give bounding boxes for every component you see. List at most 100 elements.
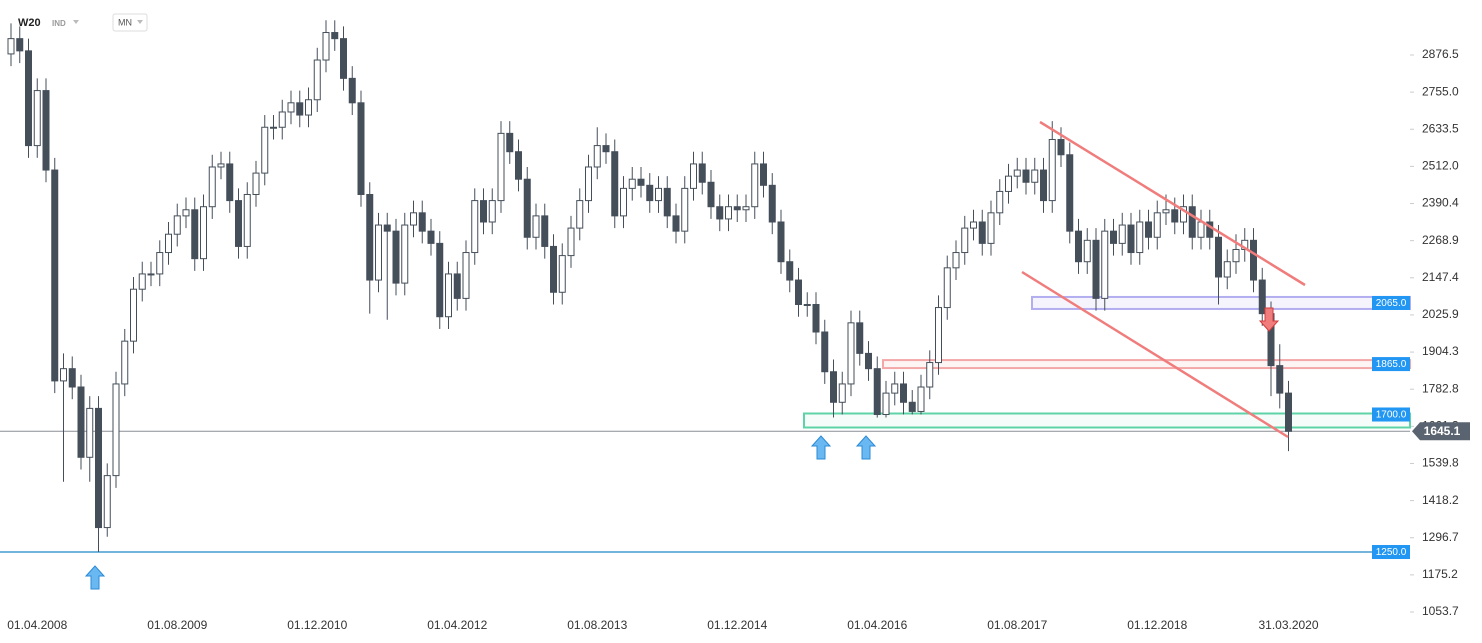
candle-body [1075, 230, 1082, 263]
candle-body [313, 59, 321, 101]
candle-body [348, 77, 356, 104]
candle-body [42, 90, 50, 171]
dropdown-icon[interactable] [73, 20, 79, 24]
candle-body [1101, 230, 1109, 299]
candle-body [515, 151, 522, 180]
level-label: 1250.0 [1376, 547, 1407, 558]
candle-body [488, 200, 496, 223]
candle-body [1118, 224, 1126, 244]
y-tick-label: 2268.9 [1422, 233, 1459, 247]
candle-body [637, 178, 645, 186]
candle-body [620, 187, 627, 217]
level-zone [803, 412, 1411, 429]
candle-body [1083, 239, 1091, 263]
candle-body [462, 252, 470, 299]
candle-body [523, 178, 531, 238]
candle-body [803, 303, 811, 306]
y-tick-label: 2025.9 [1422, 307, 1459, 321]
y-tick-label: 1539.8 [1422, 456, 1459, 470]
trend-line [1039, 120, 1306, 287]
candle-body [261, 126, 269, 174]
y-tick-label: 2633.5 [1422, 121, 1459, 135]
candle-body [95, 407, 102, 529]
candle-body [611, 151, 619, 217]
up-arrow [855, 435, 877, 460]
candle-body [733, 206, 741, 211]
annotations [84, 120, 1306, 590]
candle-body [497, 132, 505, 202]
x-tick-label: 01.04.2012 [427, 618, 487, 632]
candle-body [847, 322, 855, 385]
candle-body [742, 206, 750, 211]
level-zone [882, 359, 1411, 370]
x-tick-label: 01.08.2017 [987, 618, 1047, 632]
candle-body [383, 224, 391, 232]
candle-body [506, 132, 514, 153]
up-arrow [84, 565, 106, 590]
candle-body [690, 163, 697, 189]
level-label: 2065.0 [1376, 298, 1407, 309]
candle-body [1250, 239, 1257, 281]
candle-body [707, 181, 715, 208]
candle-body [961, 227, 969, 254]
x-tick-label: 31.03.2020 [1258, 618, 1318, 632]
candle-body [908, 401, 916, 412]
candle-body [760, 163, 767, 186]
candle-body [585, 166, 592, 202]
candle-body [541, 215, 549, 247]
candle-body [663, 187, 671, 217]
interval: MN [118, 17, 132, 27]
x-tick-label: 01.12.2014 [707, 618, 767, 632]
y-tick-label: 1053.7 [1422, 604, 1459, 618]
candle-body [138, 273, 146, 290]
candle-body [646, 184, 654, 202]
candle-body [576, 200, 584, 229]
candle-body [392, 230, 400, 284]
candle-body [987, 212, 995, 244]
candle-body [698, 163, 706, 183]
candle-body [322, 32, 330, 61]
candle-body [147, 273, 155, 276]
level-label-box [1372, 545, 1410, 560]
candle-body [16, 38, 24, 52]
candle-body [900, 383, 907, 403]
candle-body [593, 145, 601, 168]
candle-body [1232, 248, 1240, 263]
candle-body [235, 200, 242, 247]
plot: 2876.5 2755.0 2633.5 2512.0 2390.4 2268.9 2147… [0, 20, 1470, 632]
candle-body [418, 212, 426, 232]
candle-body [375, 224, 382, 281]
candle-body [1145, 221, 1152, 238]
candle-body [926, 362, 934, 388]
candle-body [1005, 175, 1012, 192]
candle-body [935, 307, 942, 364]
candle-body [1031, 169, 1039, 183]
y-tick-label: 2390.4 [1422, 196, 1459, 210]
candle-body [287, 102, 295, 113]
candle-body [1171, 209, 1179, 223]
candle-body [77, 386, 85, 458]
level-label-box [1372, 357, 1410, 372]
candle-body [751, 163, 759, 208]
candle-body [243, 193, 251, 247]
candle-body [7, 38, 15, 55]
level-label-box [1372, 407, 1410, 422]
candle-body [768, 184, 776, 223]
candle-body [978, 221, 986, 244]
candle-body [550, 245, 557, 293]
market: IND [52, 19, 66, 28]
candle-body [86, 407, 94, 458]
interval-button[interactable] [112, 13, 148, 32]
candle-body [716, 206, 724, 220]
candle-body [558, 255, 566, 293]
candle-body [1013, 169, 1021, 177]
candle-body [1153, 212, 1161, 238]
candle-body [1223, 261, 1231, 278]
candle-body [1066, 154, 1074, 232]
candle-body [200, 206, 207, 260]
y-tick-label: 1904.3 [1422, 344, 1459, 358]
candle-body [305, 99, 312, 116]
candle-body [445, 273, 452, 318]
candle-body [217, 163, 225, 168]
